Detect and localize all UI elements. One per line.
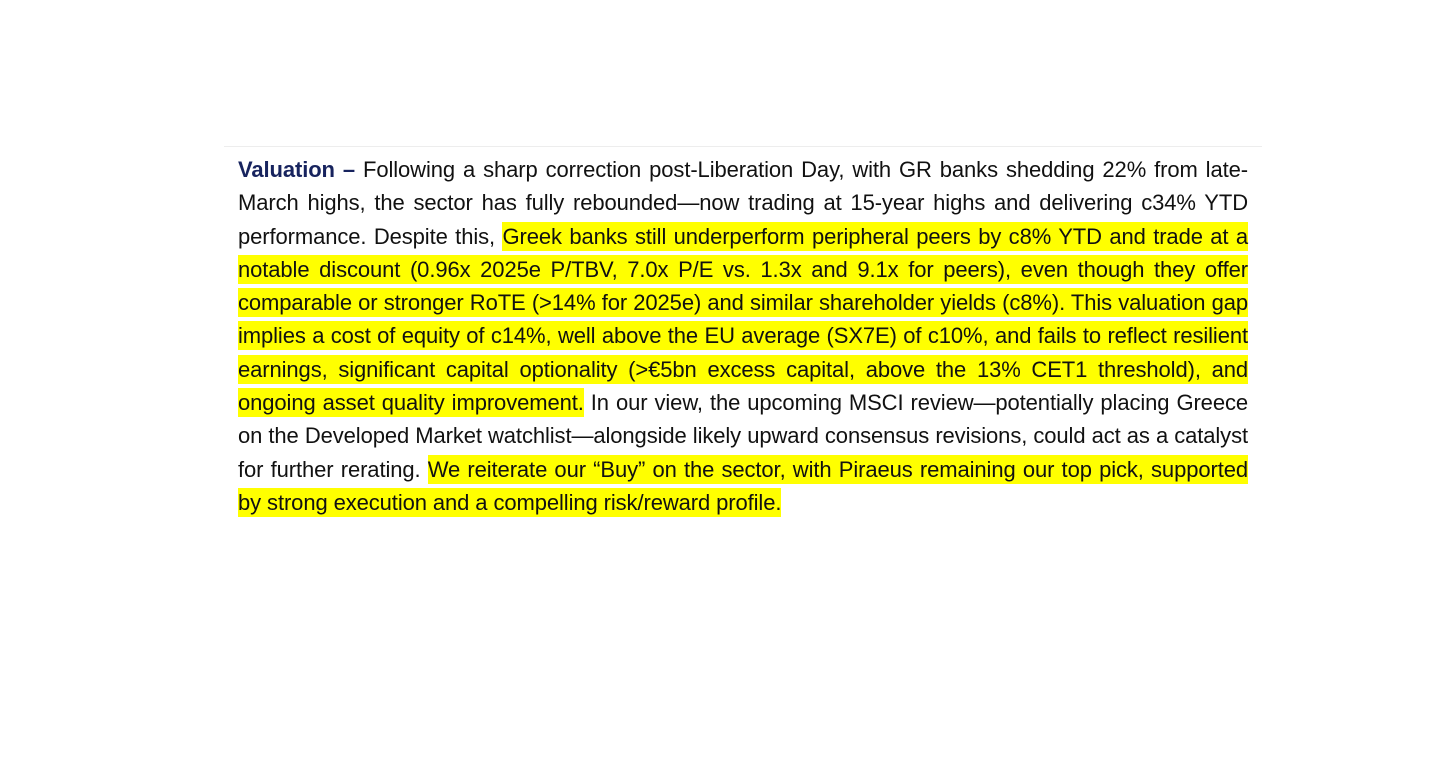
- lead-dash: –: [334, 157, 356, 182]
- body-text-catalyst: In our view, the upcoming MSCI review—po…: [238, 390, 1248, 482]
- lead-label: Valuation: [238, 157, 335, 182]
- valuation-paragraph: Valuation – Following a sharp correction…: [238, 153, 1248, 519]
- highlighted-text-valuation-gap: Greek banks still underperform periphera…: [238, 221, 1248, 418]
- top-divider: [224, 146, 1262, 147]
- paragraph-lead-heading: Valuation –: [238, 157, 355, 182]
- body-text-intro: Following a sharp correction post-Libera…: [238, 157, 1248, 249]
